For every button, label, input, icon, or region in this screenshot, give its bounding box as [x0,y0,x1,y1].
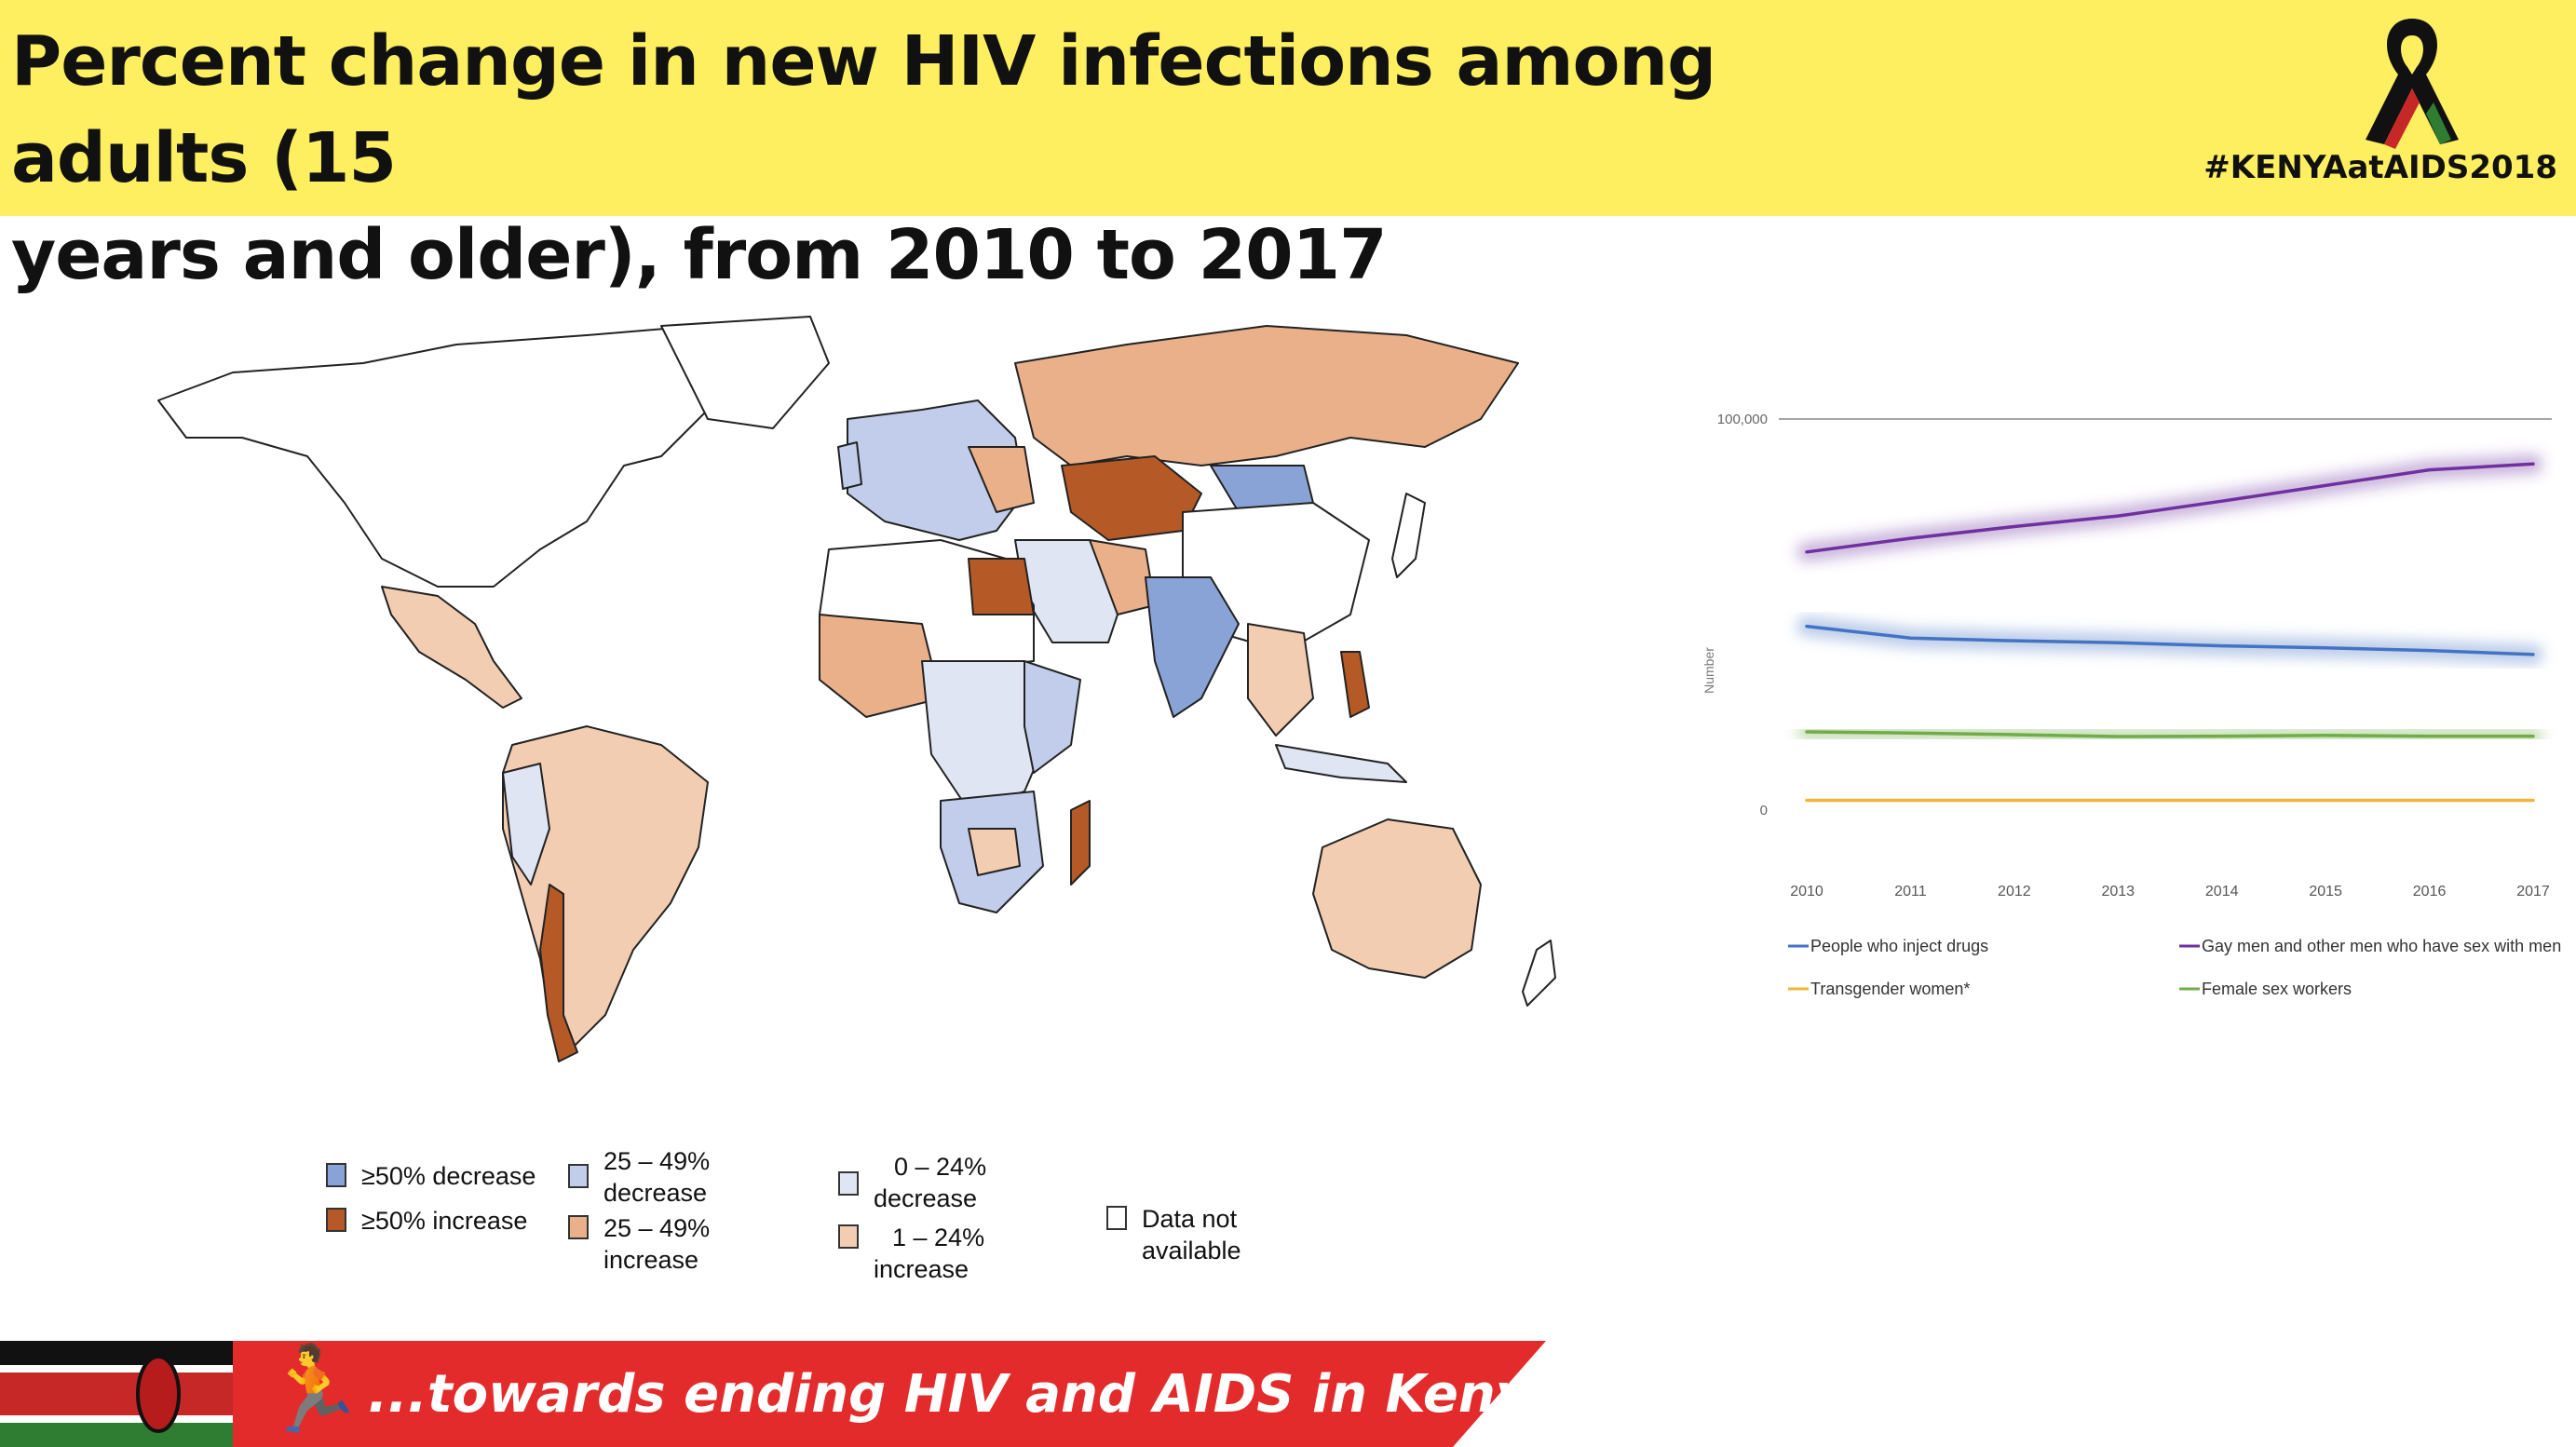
x-tick-label: 2012 [1998,884,2031,899]
legend-item-increase-50: ≥50% increase [326,1205,527,1237]
x-tick-label: 2017 [2516,884,2550,899]
legend-label-line: 25 – 49% [603,1147,711,1175]
map-uk [837,441,862,490]
legend-item-decrease-0-24: 0 – 24% decrease [838,1151,986,1214]
legend-label-line: 0 – 24% [894,1153,987,1181]
map-legend: ≥50% decrease ≥50% increase 25 – 49% dec… [326,1147,1350,1305]
map-eastern-europe [968,446,1035,513]
series-line [1805,624,2535,656]
legend-label: 0 – 24% decrease [874,1151,986,1214]
shield-emblem [136,1355,181,1433]
map-southeast-asia [1247,623,1314,737]
world-map [157,316,1556,1062]
aids-ribbon-logo [2366,19,2459,149]
runner-icon: 🏃 [261,1344,366,1437]
x-tick-label: 2016 [2413,884,2447,899]
footer-band [0,1341,1546,1447]
series-line [1805,462,2535,554]
map-india [1145,576,1240,718]
legend-label: 25 – 49% increase [603,1212,710,1276]
map-russia [1014,325,1519,467]
legend-label: 1 – 24% increase [874,1222,984,1285]
legend-label-line: available [1142,1237,1241,1264]
legend-swatch [326,1163,346,1187]
hashtag: #KENYAatAIDS2018 [2203,149,2557,186]
x-tick-label: 2015 [2309,884,2342,899]
legend-swatch [326,1208,346,1232]
x-tick-label: 2013 [2101,884,2135,899]
map-west-africa [819,614,942,718]
x-ticks: 2010 2011 2012 2013 2014 2015 2016 2017 [1790,884,2550,899]
x-tick-label: 2010 [1790,884,1824,899]
y-axis-label: Number [1702,647,1716,694]
map-east-africa [1024,660,1081,774]
legend-label-line: increase [874,1255,969,1283]
legend-swatch [568,1215,589,1239]
map-new-zealand [1522,940,1556,1007]
map-chile [539,884,578,1062]
legend-swatch [838,1224,859,1249]
map-mexico [381,586,522,709]
legend-item-decrease-50: ≥50% decrease [326,1160,536,1192]
line-chart: Number 0 100,000 2010 2011 2012 2013 2014 2015… [1702,412,2561,998]
legend-label: 25 – 49% decrease [603,1145,710,1209]
legend-item-decrease-25-49: 25 – 49% decrease [568,1145,710,1209]
legend-label: ≥50% decrease [361,1162,536,1190]
series-line [1805,730,2535,738]
map-north-america [157,325,755,588]
map-japan [1391,493,1426,578]
map-indonesia [1275,744,1407,783]
legend-item-increase-1-24: 1 – 24% increase [838,1222,984,1285]
y-tick-label: 100,000 [1717,412,1768,427]
legend-label-line: increase [603,1246,699,1274]
legend-label-line: 1 – 24% [892,1224,985,1251]
chart-legend: People who inject drugs Gay men and other… [1788,937,2561,998]
map-andes [502,763,550,886]
map-madagascar [1070,800,1091,886]
page-title: Percent change in new HIV infections amo… [11,13,1967,304]
chart-legend-label: Female sex workers [2202,980,2352,998]
header-banner: Percent change in new HIV infections amo… [0,0,2576,295]
legend-item-no-data: Data not available [1106,1203,1241,1266]
map-greenland [660,316,830,429]
map-europe [847,399,1025,541]
x-tick-label: 2014 [2205,884,2239,899]
title-line-2: years and older), from 2010 to 2017 [11,215,1388,295]
map-australia [1312,818,1482,979]
map-south-africa-region [968,828,1021,876]
chart-legend-label: People who inject drugs [1810,937,1988,955]
y-tick-label: 0 [1760,803,1768,818]
legend-label-line: Data not [1142,1205,1238,1233]
series-lines [1796,453,2543,811]
legend-item-increase-25-49: 25 – 49% increase [568,1212,710,1276]
legend-swatch [1106,1206,1127,1230]
legend-label-line: decrease [874,1184,978,1212]
chart-legend-label: Transgender women* [1810,980,1970,998]
legend-label: Data not available [1142,1203,1241,1266]
legend-label-line: decrease [603,1179,708,1207]
map-philippines [1340,651,1370,718]
map-central-asia [1061,455,1202,541]
legend-swatch [568,1164,589,1188]
legend-label-line: 25 – 49% [603,1214,711,1242]
title-line-1: Percent change in new HIV infections amo… [11,21,1716,198]
footer-tagline: ...towards ending HIV and AIDS in Kenya [368,1364,1565,1425]
legend-swatch [838,1171,859,1196]
legend-label: ≥50% increase [361,1207,528,1235]
x-tick-label: 2011 [1894,884,1927,899]
y-ticks: 0 100,000 [1717,412,1768,818]
chart-legend-label: Gay men and other men who have sex with … [2202,937,2561,955]
map-egypt [968,558,1035,615]
